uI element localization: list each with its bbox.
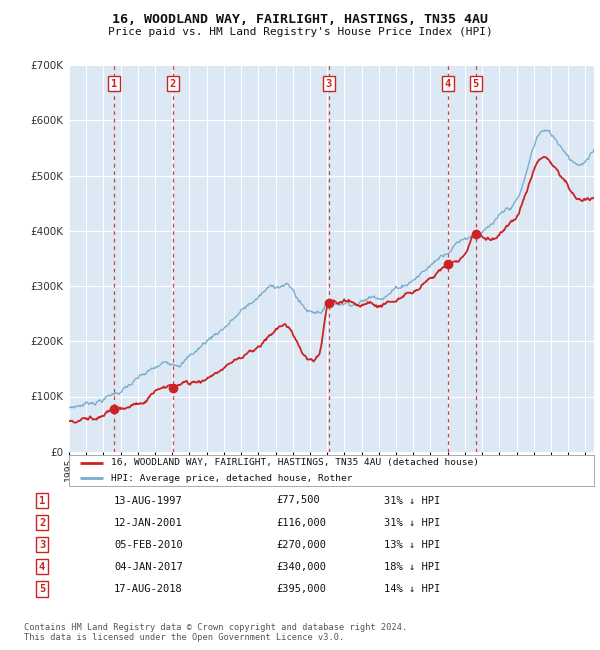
Text: 5: 5 xyxy=(473,79,479,88)
Text: 12-JAN-2001: 12-JAN-2001 xyxy=(114,517,183,528)
Text: HPI: Average price, detached house, Rother: HPI: Average price, detached house, Roth… xyxy=(111,474,353,483)
Text: 13% ↓ HPI: 13% ↓ HPI xyxy=(384,540,440,550)
Text: 2: 2 xyxy=(170,79,176,88)
Text: 4: 4 xyxy=(39,562,45,572)
Text: 31% ↓ HPI: 31% ↓ HPI xyxy=(384,495,440,506)
Text: 1: 1 xyxy=(39,495,45,506)
Text: 31% ↓ HPI: 31% ↓ HPI xyxy=(384,517,440,528)
Text: 05-FEB-2010: 05-FEB-2010 xyxy=(114,540,183,550)
Text: £116,000: £116,000 xyxy=(276,517,326,528)
Text: 4: 4 xyxy=(445,79,451,88)
Text: Contains HM Land Registry data © Crown copyright and database right 2024.
This d: Contains HM Land Registry data © Crown c… xyxy=(24,623,407,642)
Text: 13-AUG-1997: 13-AUG-1997 xyxy=(114,495,183,506)
Text: 14% ↓ HPI: 14% ↓ HPI xyxy=(384,584,440,594)
Text: 18% ↓ HPI: 18% ↓ HPI xyxy=(384,562,440,572)
Text: £270,000: £270,000 xyxy=(276,540,326,550)
Text: 1: 1 xyxy=(111,79,117,88)
Text: Price paid vs. HM Land Registry's House Price Index (HPI): Price paid vs. HM Land Registry's House … xyxy=(107,27,493,37)
Text: 04-JAN-2017: 04-JAN-2017 xyxy=(114,562,183,572)
Text: £77,500: £77,500 xyxy=(276,495,320,506)
Text: £340,000: £340,000 xyxy=(276,562,326,572)
Text: 3: 3 xyxy=(39,540,45,550)
Text: £395,000: £395,000 xyxy=(276,584,326,594)
Text: 5: 5 xyxy=(39,584,45,594)
Text: 16, WOODLAND WAY, FAIRLIGHT, HASTINGS, TN35 4AU: 16, WOODLAND WAY, FAIRLIGHT, HASTINGS, T… xyxy=(112,13,488,26)
Text: 3: 3 xyxy=(326,79,332,88)
Text: 16, WOODLAND WAY, FAIRLIGHT, HASTINGS, TN35 4AU (detached house): 16, WOODLAND WAY, FAIRLIGHT, HASTINGS, T… xyxy=(111,458,479,467)
Text: 17-AUG-2018: 17-AUG-2018 xyxy=(114,584,183,594)
Text: 2: 2 xyxy=(39,517,45,528)
